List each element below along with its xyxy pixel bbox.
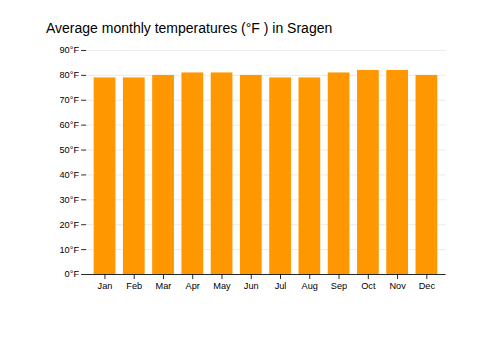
svg-text:0°F: 0°F xyxy=(65,269,80,279)
html-text:Average monthly temperatures (: Average monthly temperatures (°F ) in Sr… xyxy=(46,20,333,36)
svg-text:80°F: 80°F xyxy=(60,70,80,80)
svg-text:Sep: Sep xyxy=(331,281,347,291)
svg-text:Mar: Mar xyxy=(156,281,172,291)
svg-text:30°F: 30°F xyxy=(60,195,80,205)
svg-text:Feb: Feb xyxy=(126,281,142,291)
svg-text:Jan: Jan xyxy=(98,281,113,291)
svg-text:40°F: 40°F xyxy=(60,170,80,180)
svg-text:Jun: Jun xyxy=(244,281,259,291)
svg-text:20°F: 20°F xyxy=(60,220,80,230)
svg-text:Nov: Nov xyxy=(389,281,406,291)
svg-text:70°F: 70°F xyxy=(60,95,80,105)
svg-text:May: May xyxy=(213,281,231,291)
svg-text:90°F: 90°F xyxy=(60,45,80,55)
svg-text:Apr: Apr xyxy=(186,281,200,291)
svg-text:Jul: Jul xyxy=(275,281,287,291)
svg-text:60°F: 60°F xyxy=(60,120,80,130)
svg-text:50°F: 50°F xyxy=(60,145,80,155)
svg-text:Aug: Aug xyxy=(302,281,318,291)
svg-text:Oct: Oct xyxy=(361,281,376,291)
svg-text:Dec: Dec xyxy=(419,281,436,291)
svg-text:10°F: 10°F xyxy=(60,245,80,255)
